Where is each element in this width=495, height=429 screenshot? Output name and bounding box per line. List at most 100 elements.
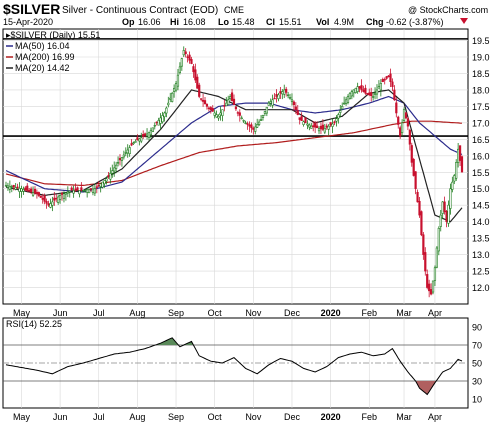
- price-candle-body: [348, 92, 352, 99]
- price-x-tick-label: Nov: [245, 308, 262, 318]
- price-candle-body: [315, 125, 319, 129]
- price-candle-body: [304, 117, 307, 124]
- price-candle-body: [329, 122, 332, 126]
- rsi-y-tick-label: 30: [472, 377, 482, 387]
- price-candle-body: [404, 112, 408, 119]
- price-candle-body: [144, 133, 147, 136]
- price-candle-body: [296, 110, 299, 115]
- price-candle-body: [370, 92, 373, 96]
- price-candle-body: [151, 127, 154, 132]
- price-candle-body: [159, 117, 162, 124]
- open-value: 16.06: [138, 17, 161, 27]
- price-candle-body: [37, 192, 40, 196]
- rsi-x-tick-label: Jul: [93, 412, 105, 422]
- price-candle-body: [101, 181, 104, 188]
- price-y-tick-label: 12.0: [472, 283, 490, 293]
- price-candle-body: [225, 102, 228, 107]
- price-candle-body: [372, 96, 375, 98]
- price-y-tick-label: 16.5: [472, 135, 490, 145]
- price-candle-body: [385, 76, 388, 79]
- price-candle-body: [147, 132, 151, 138]
- price-candle-body: [136, 137, 139, 141]
- price-candle-body: [72, 190, 75, 194]
- price-candle-body: [230, 92, 234, 101]
- rsi-x-tick-label: Aug: [129, 412, 145, 422]
- price-candle-body: [142, 134, 145, 137]
- price-candle-body: [395, 102, 398, 114]
- price-x-tick-label: Sep: [168, 308, 184, 318]
- price-candle-body: [145, 133, 149, 137]
- high-label: Hi: [170, 17, 179, 27]
- price-candle-body: [140, 137, 143, 142]
- price-candle-body: [70, 187, 73, 191]
- price-candle-body: [306, 123, 309, 126]
- price-candle-body: [360, 85, 363, 91]
- price-candle-body: [180, 58, 183, 67]
- symbol-title: $SILVER: [3, 1, 60, 17]
- price-candle-body: [18, 188, 21, 192]
- price-candle-body: [443, 201, 446, 213]
- price-candle-body: [356, 86, 359, 92]
- price-y-axis: 12.0 12.5 13.0 13.5 14.0 14.5 15.0 15.5 16.0 16.5…: [472, 36, 490, 293]
- price-candle-body: [167, 102, 170, 106]
- price-candle-body: [99, 183, 102, 187]
- price-candle-body: [200, 98, 203, 100]
- price-candle-body: [20, 188, 23, 192]
- price-panel: [2, 28, 469, 305]
- price-candle-body: [41, 197, 44, 200]
- price-candle-body: [273, 97, 276, 100]
- price-candle-body: [219, 112, 222, 116]
- price-candle-body: [422, 234, 425, 255]
- price-y-tick-label: 17.0: [472, 118, 490, 128]
- price-candle-body: [364, 87, 367, 94]
- price-candle-body: [337, 114, 340, 119]
- price-y-tick-label: 13.0: [472, 250, 490, 260]
- price-candle-body: [263, 111, 267, 114]
- price-candle-body: [103, 180, 106, 185]
- price-candle-body: [205, 103, 209, 107]
- price-candle-body: [259, 119, 263, 121]
- price-candle-body: [418, 200, 421, 216]
- price-candle-body: [209, 107, 212, 110]
- price-y-tick-label: 14.0: [472, 217, 490, 227]
- price-candle-body: [4, 185, 8, 187]
- price-candle-body: [161, 115, 164, 123]
- price-candle-body: [28, 189, 31, 192]
- price-x-tick-label: Feb: [361, 308, 377, 318]
- price-candle-body: [406, 118, 409, 127]
- price-candle-body: [163, 112, 166, 118]
- rsi-y-axis: 10 30 50 70 90: [472, 323, 482, 405]
- price-candle-body: [190, 59, 193, 64]
- rsi-line: [5, 337, 463, 396]
- price-candle-body: [171, 92, 174, 102]
- price-candle-body: [279, 91, 282, 94]
- price-candle-body: [122, 154, 125, 158]
- price-y-tick-label: 17.5: [472, 102, 490, 112]
- rsi-x-tick-label: Feb: [361, 412, 377, 422]
- price-candle-body: [186, 56, 189, 58]
- price-candle-body: [383, 79, 386, 81]
- price-candle-body: [229, 96, 232, 100]
- price-candle-body: [12, 185, 15, 188]
- price-candle-body: [6, 185, 10, 188]
- price-y-tick-label: 13.5: [472, 234, 490, 244]
- price-candle-body: [323, 128, 326, 133]
- price-candle-body: [134, 141, 137, 143]
- rsi-x-axis: May Jun Jul Aug Sep Oct Nov Dec 2020 Feb Mar Apr: [13, 412, 442, 422]
- price-candle-body: [368, 92, 371, 96]
- rsi-x-tick-label: Oct: [208, 412, 223, 422]
- price-y-tick-label: 12.5: [472, 267, 490, 277]
- price-candle-body: [250, 124, 253, 129]
- price-candle-body: [455, 162, 458, 179]
- price-candle-body: [335, 118, 338, 122]
- price-candle-body: [33, 188, 37, 194]
- price-y-tick-label: 19.0: [472, 52, 490, 62]
- price-candle-body: [62, 193, 66, 199]
- volume-label: Vol: [316, 17, 329, 27]
- price-y-tick-label: 15.5: [472, 168, 490, 178]
- price-candle-body: [362, 89, 365, 92]
- price-candle-body: [312, 125, 315, 128]
- price-candle-body: [66, 191, 69, 194]
- price-x-tick-label: Jun: [53, 308, 68, 318]
- price-candle-body: [47, 203, 50, 206]
